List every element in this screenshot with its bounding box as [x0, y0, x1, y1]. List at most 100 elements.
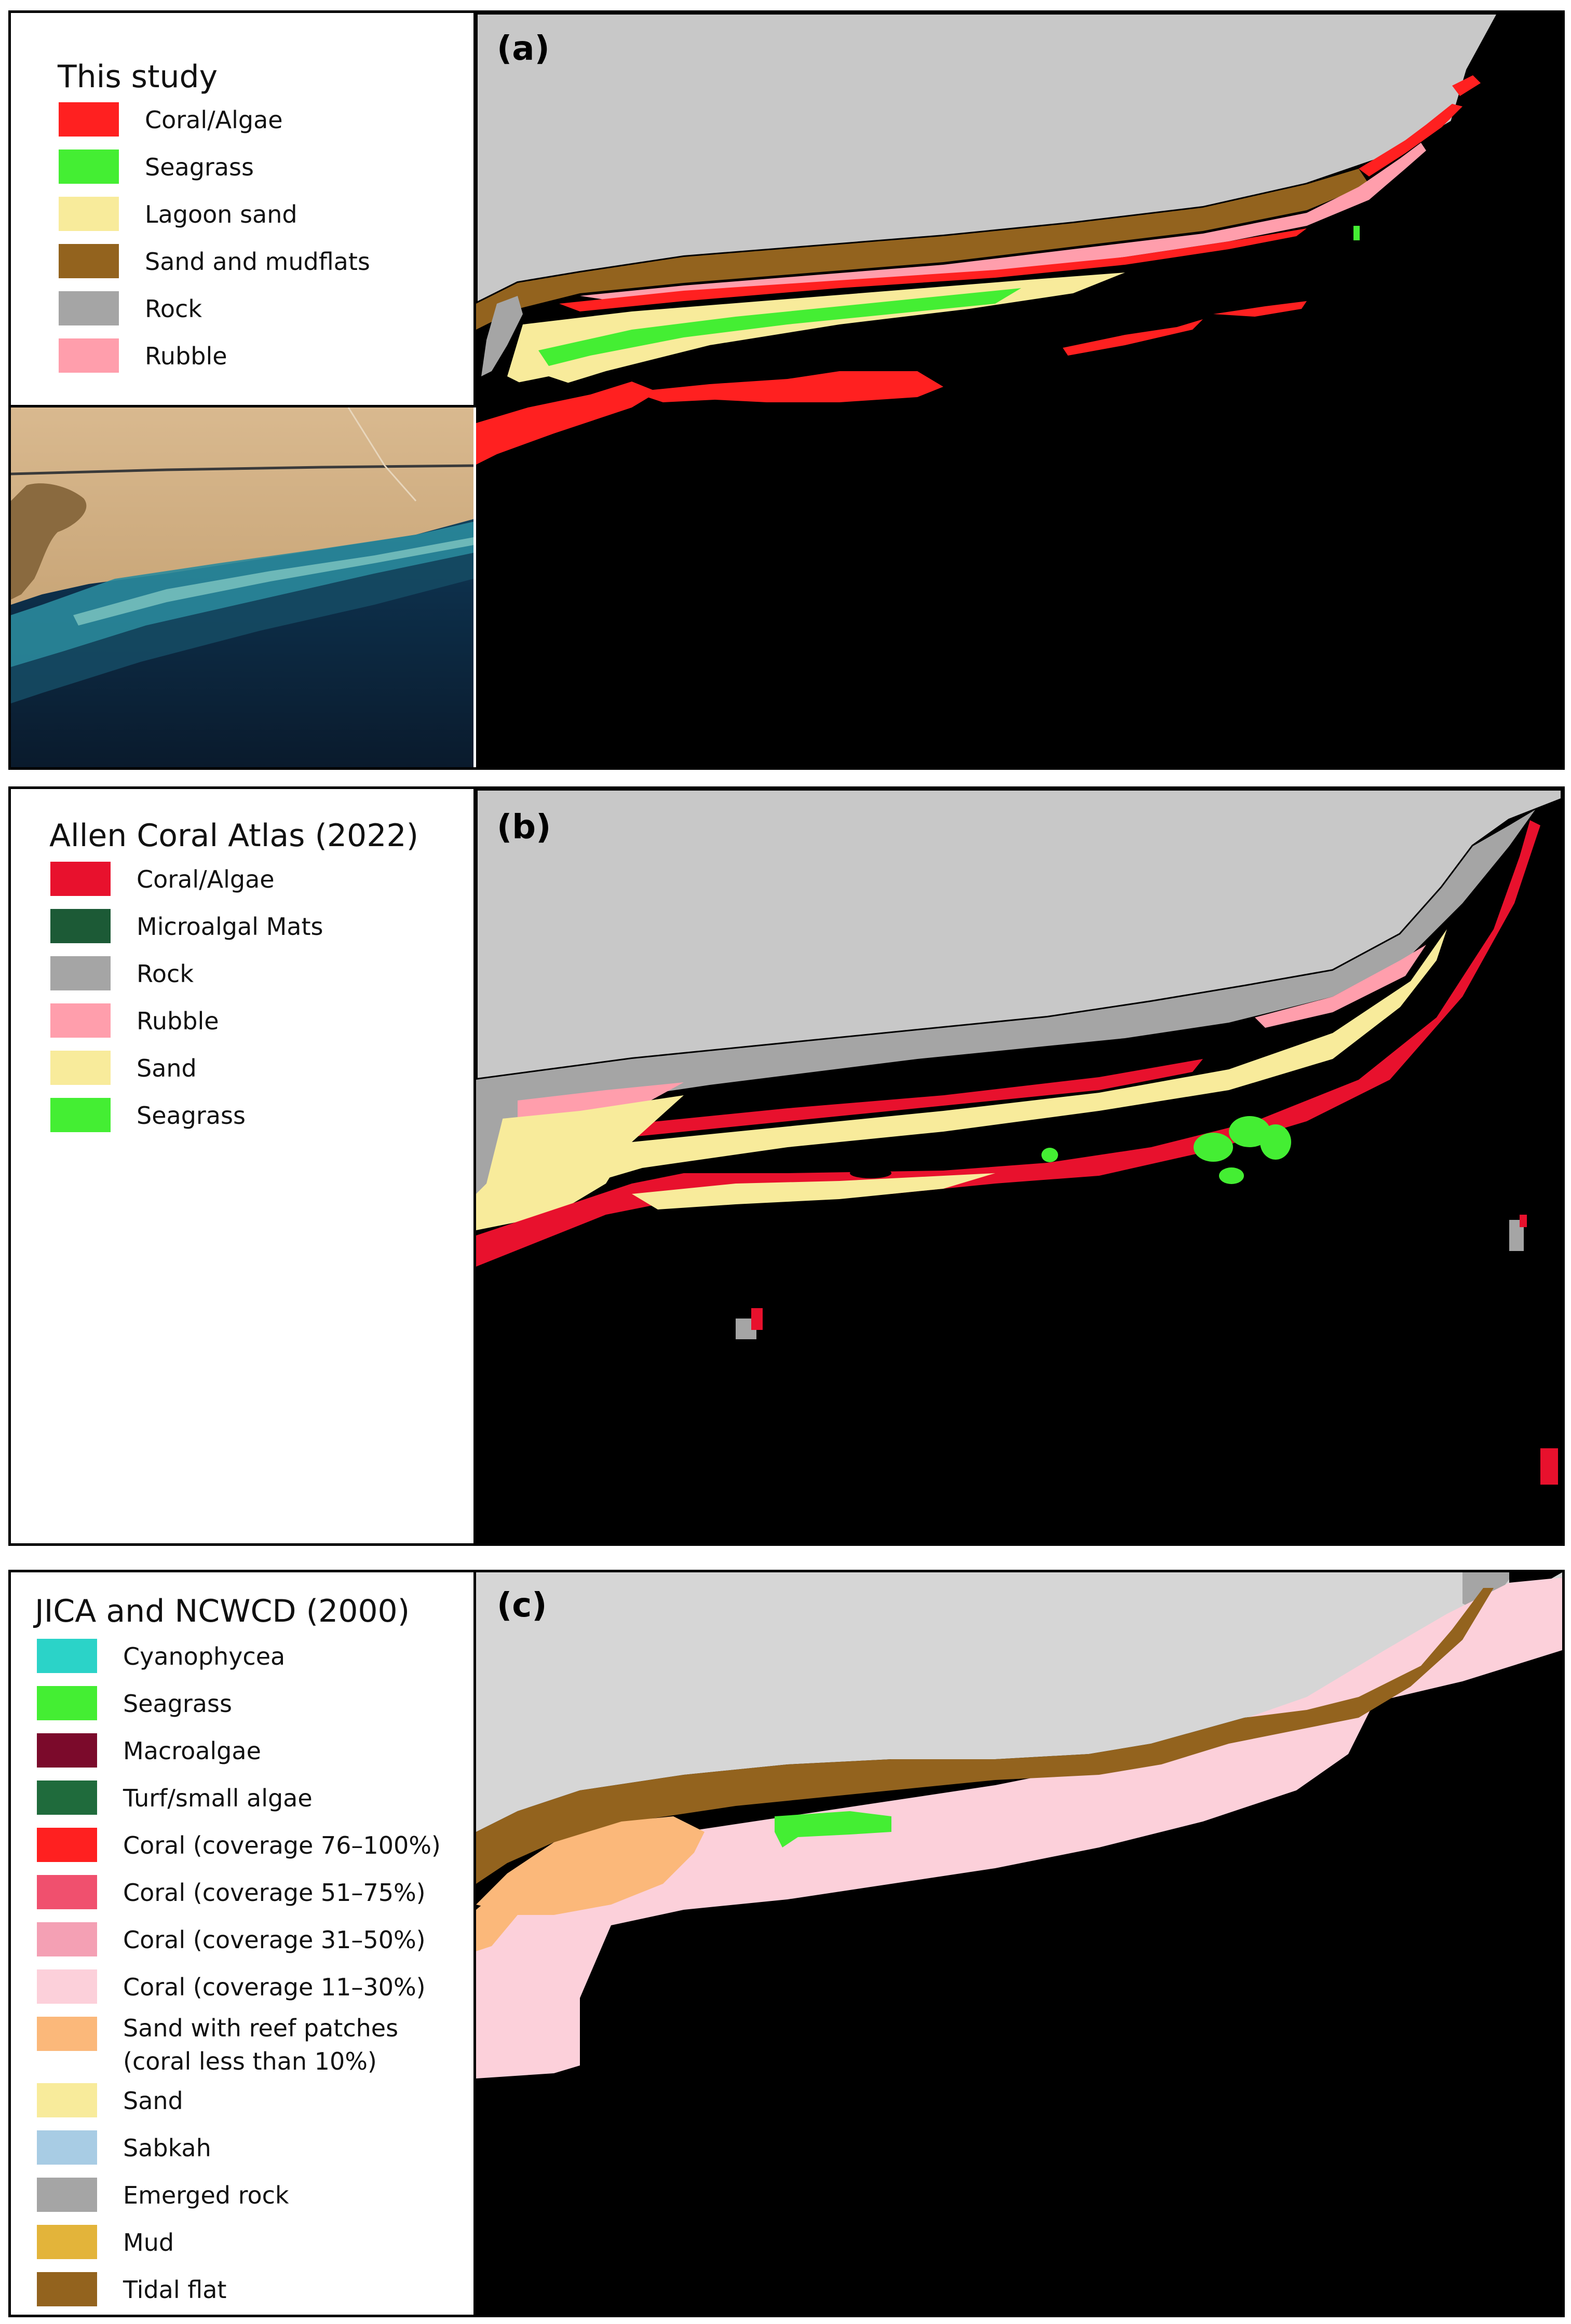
legend-swatch — [50, 909, 111, 943]
legend-swatch — [37, 2017, 97, 2051]
seagrass-patch — [1260, 1124, 1291, 1160]
legend-swatch — [59, 338, 119, 373]
legend-label: Coral (coverage 76–100%) — [123, 1831, 441, 1859]
sand-lagoon — [518, 929, 1447, 1204]
legend-label: Seagrass — [137, 1102, 246, 1130]
coral-band-upper — [507, 1059, 1203, 1155]
coral-reef-crest — [476, 382, 658, 465]
legend-label: Tidal flat — [123, 2276, 227, 2304]
lagoon-hole — [850, 1168, 891, 1178]
seagrass-patch — [1041, 1148, 1058, 1162]
legend-swatch — [50, 1098, 111, 1132]
land-area — [476, 1572, 1562, 1832]
legend-swatch — [37, 2130, 97, 2165]
panel-a-letter: (a) — [497, 30, 550, 68]
rock-patch — [476, 1080, 507, 1194]
legend-label: Mud — [123, 2228, 174, 2257]
legend-swatch — [59, 197, 119, 231]
coral-fragment — [1063, 319, 1203, 356]
legend-swatch — [37, 2083, 97, 2117]
legend-label: Sabkah — [123, 2134, 211, 2162]
legend-label: Turf/small algae — [123, 1784, 313, 1812]
legend-label: Coral (coverage 11–30%) — [123, 1973, 426, 2001]
coral-patch — [1520, 1215, 1527, 1227]
rubble-patch — [1255, 945, 1426, 1028]
legend-label: Sand with reef patches — [123, 2014, 399, 2042]
legend-label: Sand and mudflats — [145, 248, 370, 276]
legend-swatch — [37, 1969, 97, 2004]
coral-reef-crest — [632, 371, 943, 402]
coral-11-30-area — [476, 1578, 1562, 2078]
legend-swatch — [37, 1875, 97, 1909]
mudflat-band — [476, 169, 1369, 330]
legend-label: Coral (coverage 51–75%) — [123, 1879, 426, 1907]
rock-band — [476, 810, 1535, 1132]
legend-label-line2: (coral less than 10%) — [123, 2047, 377, 2075]
legend-label: Coral/Algae — [137, 865, 275, 893]
legend-swatch — [37, 2225, 97, 2259]
legend-swatch — [50, 1003, 111, 1038]
legend-swatch — [50, 956, 111, 990]
legend-label: Seagrass — [123, 1690, 232, 1718]
sand-reef-patches — [476, 1816, 705, 1915]
panel-a: This study Coral/Algae Seagrass Lagoon s… — [8, 10, 1565, 770]
legend-label: Rubble — [145, 342, 227, 370]
legend-label: Cyanophycea — [123, 1642, 286, 1670]
coral-fringe — [1452, 75, 1481, 96]
map-panel-c: (c) — [476, 1572, 1562, 2315]
panel-b-letter: (b) — [497, 808, 551, 847]
seagrass-patch — [1229, 1116, 1270, 1147]
sand-reef-patches — [476, 1884, 518, 1951]
panel-c-letter: (c) — [497, 1586, 547, 1625]
legend-label: Coral/Algae — [145, 106, 283, 134]
lagoon-hole — [637, 1172, 658, 1180]
legend-swatch — [59, 244, 119, 278]
legend-title: This study — [58, 59, 218, 95]
seagrass-patch — [1219, 1167, 1244, 1184]
coral-fringe — [1359, 104, 1462, 176]
rock-patch — [481, 296, 523, 376]
legend-label: Sand — [137, 1054, 197, 1082]
seagrass-patch — [1194, 1133, 1233, 1162]
legend-swatch — [59, 291, 119, 325]
lagoon-hole — [881, 317, 1006, 356]
legend-swatch — [59, 150, 119, 184]
legend-label: Rubble — [137, 1007, 219, 1035]
coral-patch — [1540, 1448, 1558, 1485]
legend-swatch — [37, 2178, 97, 2212]
legend-title: Allen Coral Atlas (2022) — [49, 818, 418, 854]
seagrass-patch — [775, 1811, 891, 1847]
panel-c-legend: JICA and NCWCD (2000) Cyanophycea Seagra… — [11, 1572, 476, 2315]
legend-swatch — [37, 1922, 97, 1956]
legend-swatch — [37, 1639, 97, 1673]
legend-swatch — [37, 1828, 97, 1862]
map-panel-a: (a) — [476, 13, 1562, 767]
seagrass-patch-small — [1353, 226, 1360, 240]
legend-swatch — [37, 1733, 97, 1768]
coral-reef-crest — [476, 820, 1540, 1267]
legend-title: JICA and NCWCD (2000) — [35, 1593, 410, 1629]
legend-label: Sand — [123, 2087, 183, 2115]
panel-a-legend: This study Coral/Algae Seagrass Lagoon s… — [11, 13, 476, 407]
panel-b-legend: Allen Coral Atlas (2022) Coral/Algae Mic… — [11, 789, 476, 1543]
legend-label: Microalgal Mats — [137, 913, 323, 941]
map-panel-b: (b) — [476, 789, 1562, 1543]
legend-label: Seagrass — [145, 153, 254, 181]
satellite-image — [11, 405, 473, 767]
legend-swatch — [50, 1051, 111, 1085]
coral-patch — [751, 1308, 763, 1330]
legend-label: Rock — [145, 295, 202, 323]
lagoon-hole — [710, 335, 860, 376]
legend-swatch — [50, 862, 111, 896]
legend-swatch — [37, 1686, 97, 1720]
legend-label: Coral (coverage 31–50%) — [123, 1926, 426, 1954]
coral-band-upper — [559, 228, 1307, 311]
legend-label: Lagoon sand — [145, 200, 297, 228]
sand-strip — [632, 1173, 995, 1209]
legend-swatch — [59, 102, 119, 137]
coral-fragment — [1213, 301, 1307, 317]
panel-c: JICA and NCWCD (2000) Cyanophycea Seagra… — [8, 1570, 1565, 2317]
legend-swatch — [37, 2272, 97, 2306]
legend-swatch — [37, 1781, 97, 1815]
legend-label: Rock — [137, 960, 194, 988]
